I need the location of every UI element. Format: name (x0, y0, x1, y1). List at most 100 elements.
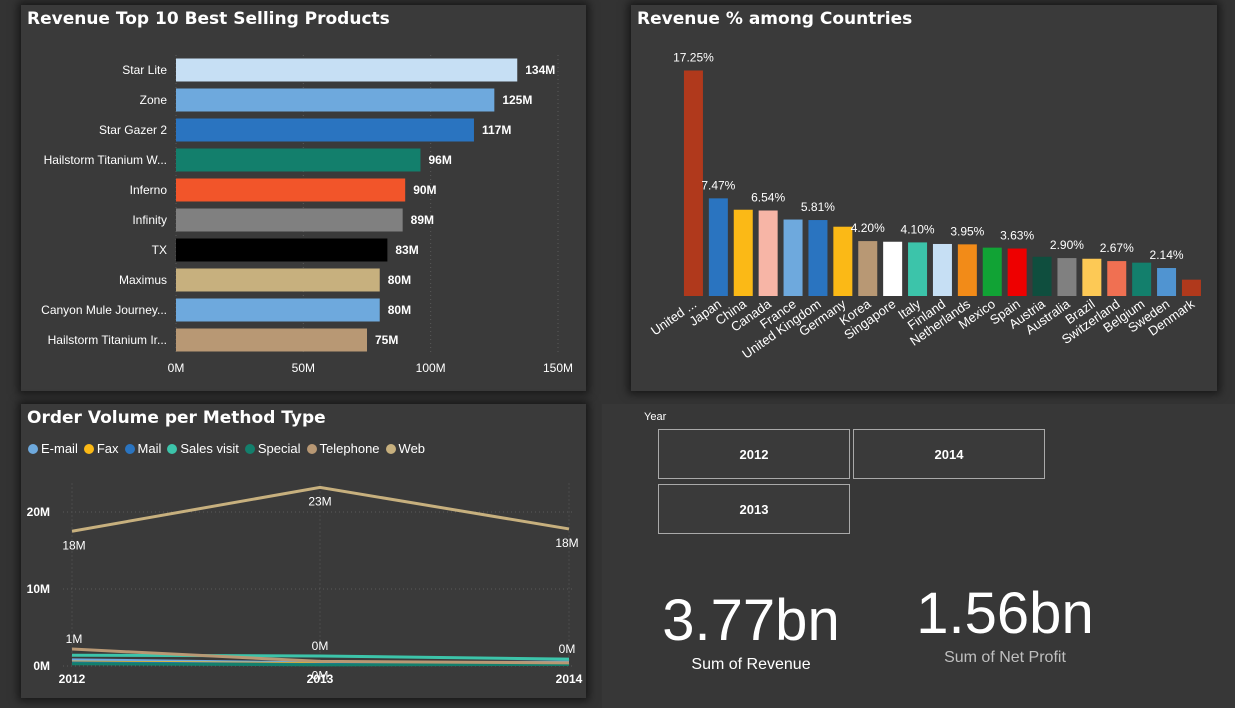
data-label: 2.14% (1150, 248, 1184, 262)
bar[interactable] (683, 70, 703, 297)
legend-item[interactable]: E-mail (28, 441, 78, 456)
bar[interactable] (1132, 262, 1152, 296)
bar[interactable] (908, 242, 928, 296)
orders-panel-title: Order Volume per Method Type (27, 408, 326, 428)
bar[interactable] (783, 219, 803, 296)
bar[interactable] (1082, 258, 1102, 296)
data-label: 83M (395, 243, 418, 257)
bar[interactable] (1107, 261, 1127, 296)
data-label: 0M (312, 639, 329, 653)
category-label: Maximus (119, 273, 167, 287)
data-label: 23M (308, 494, 331, 508)
category-label: Star Lite (122, 63, 167, 77)
legend-marker-icon (385, 443, 396, 454)
products-panel-title: Revenue Top 10 Best Selling Products (27, 9, 390, 29)
x-tick-label: 2012 (59, 672, 86, 686)
data-label: 6.54% (751, 191, 785, 205)
data-label: 96M (428, 153, 451, 167)
x-tick-label: 2013 (307, 672, 334, 686)
legend-marker-icon (244, 443, 255, 454)
bar[interactable] (858, 241, 878, 296)
series-line[interactable] (71, 485, 570, 533)
bar[interactable] (957, 244, 977, 296)
legend-item[interactable]: Telephone (306, 441, 380, 456)
bar[interactable] (733, 209, 753, 296)
year-option-2012[interactable]: 2012 (658, 429, 850, 479)
data-label: 3.95% (950, 224, 984, 238)
products-panel: Revenue Top 10 Best Selling Products 0M 5… (21, 5, 586, 391)
orders-legend: E-mail Fax Mail Sales visit Special Telephone… (28, 441, 425, 456)
x-tick-label: 0M (168, 361, 185, 375)
data-label: 75M (375, 333, 398, 347)
bar[interactable] (758, 210, 778, 296)
data-label: 5.81% (801, 200, 835, 214)
bar[interactable] (176, 268, 380, 292)
series-line[interactable] (71, 662, 570, 667)
y-tick-label: 10M (27, 582, 50, 596)
category-label: Hailstorm Titanium W... (44, 153, 167, 167)
category-label: Inferno (130, 183, 168, 197)
legend-marker-icon (28, 443, 38, 454)
year-slicer-label: Year (644, 411, 667, 423)
data-label: 18M (62, 538, 85, 552)
data-label: 2.90% (1050, 238, 1084, 252)
legend-item[interactable]: Special (244, 441, 301, 456)
data-label: 117M (482, 123, 511, 137)
legend-item[interactable]: Sales visit (167, 441, 239, 456)
bar[interactable] (176, 328, 367, 352)
revenue-kpi-card: 3.77bn Sum of Revenue (646, 592, 856, 674)
legend-label: Sales visit (180, 441, 239, 456)
bar[interactable] (1181, 279, 1201, 296)
category-label: TX (152, 243, 167, 257)
category-label: Star Gazer 2 (99, 123, 167, 137)
profit-kpi-value: 1.56bn (916, 581, 1094, 646)
legend-label: Web (398, 441, 426, 456)
bar[interactable] (808, 220, 828, 296)
data-label: 4.20% (851, 221, 885, 235)
series-line[interactable] (71, 647, 570, 665)
bar[interactable] (883, 241, 903, 296)
data-label: 2.67% (1100, 241, 1134, 255)
bar[interactable] (176, 238, 388, 262)
legend-label: Fax (96, 441, 119, 456)
bar[interactable] (708, 198, 728, 296)
bar[interactable] (982, 247, 1002, 296)
x-tick-label: 150M (543, 361, 573, 375)
legend-label: E-mail (41, 441, 78, 456)
legend-item[interactable]: Mail (124, 441, 161, 456)
countries-bar-chart[interactable]: 17.25%United ...7.47%JapanChina6.54%Cana… (631, 5, 1217, 391)
bar[interactable] (176, 208, 403, 232)
orders-line-chart[interactable]: 0M 10M 20M 2012 2013 2014 18M 23M 18M 1M 0M 0M 0M (21, 404, 586, 698)
revenue-kpi-value: 3.77bn (662, 588, 840, 653)
bar[interactable] (1032, 256, 1052, 296)
legend-item[interactable]: Fax (83, 441, 119, 456)
year-option-2013[interactable]: 2013 (658, 484, 850, 534)
bar[interactable] (932, 243, 952, 296)
bar[interactable] (176, 178, 406, 202)
bar[interactable] (1007, 248, 1027, 296)
series-line[interactable] (71, 653, 570, 661)
bar[interactable] (1057, 258, 1077, 296)
data-label: 89M (411, 213, 434, 227)
legend-item[interactable]: Web (385, 441, 426, 456)
data-label: 0M (312, 668, 329, 682)
bar[interactable] (176, 298, 380, 322)
bar[interactable] (176, 58, 518, 82)
countries-panel-title: Revenue % among Countries (637, 9, 913, 29)
orders-panel: Order Volume per Method Type 0M 10M 20M 201… (21, 404, 586, 698)
legend-marker-icon (124, 443, 135, 454)
data-label: 4.10% (901, 222, 935, 236)
x-tick-label: 100M (416, 361, 446, 375)
data-label: 1M (66, 632, 83, 646)
bar[interactable] (1157, 268, 1177, 296)
x-tick-label: 50M (292, 361, 315, 375)
bar[interactable] (176, 148, 421, 172)
year-option-2014[interactable]: 2014 (853, 429, 1045, 479)
bar[interactable] (833, 226, 853, 296)
data-label: 134M (525, 63, 555, 77)
products-bar-chart[interactable]: 0M 50M 100M 150M Star Lite 134M Zone 125M Star G… (21, 5, 586, 391)
legend-marker-icon (306, 443, 317, 454)
bar[interactable] (176, 88, 495, 112)
bar[interactable] (176, 118, 474, 142)
data-label: 125M (502, 93, 532, 107)
